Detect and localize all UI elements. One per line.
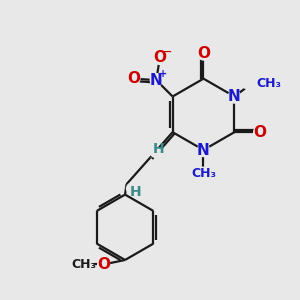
Ellipse shape — [154, 51, 166, 64]
Text: H: H — [130, 184, 141, 199]
Ellipse shape — [128, 72, 140, 85]
Ellipse shape — [198, 143, 209, 157]
Text: +: + — [159, 69, 167, 79]
Ellipse shape — [195, 167, 212, 180]
Ellipse shape — [150, 147, 161, 158]
Text: N: N — [228, 89, 241, 104]
Text: CH₃: CH₃ — [257, 76, 282, 90]
Ellipse shape — [241, 76, 263, 90]
Text: O: O — [153, 50, 166, 65]
Ellipse shape — [75, 258, 93, 271]
Text: O: O — [128, 71, 140, 86]
Text: CH₃: CH₃ — [191, 167, 216, 180]
Text: O: O — [97, 257, 110, 272]
Ellipse shape — [127, 183, 137, 194]
Ellipse shape — [150, 74, 162, 87]
Ellipse shape — [228, 90, 240, 103]
Text: CH₃: CH₃ — [72, 258, 97, 271]
Ellipse shape — [198, 47, 209, 60]
Text: O: O — [253, 125, 266, 140]
Text: N: N — [197, 142, 210, 158]
Text: H: H — [153, 142, 164, 156]
Text: O: O — [197, 46, 210, 61]
Ellipse shape — [254, 126, 266, 139]
Text: −: − — [163, 47, 172, 57]
Ellipse shape — [98, 258, 109, 271]
Text: N: N — [150, 73, 163, 88]
